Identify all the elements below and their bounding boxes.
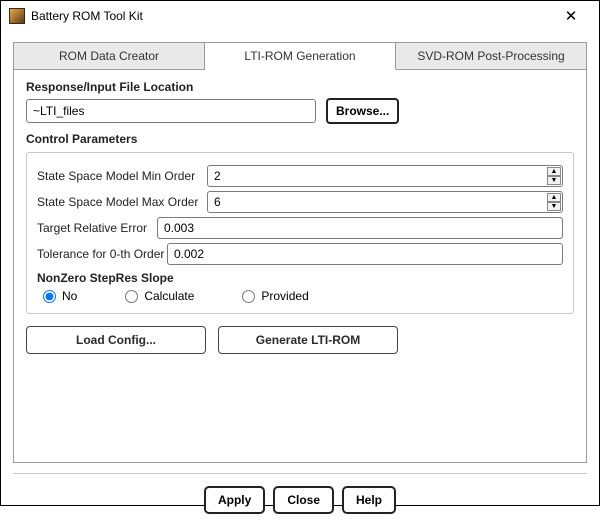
radio-no[interactable]: No [43, 289, 77, 303]
footer: Apply Close Help [1, 474, 599, 526]
tol-0th-label: Tolerance for 0-th Order [37, 247, 167, 261]
tab-rom-data-creator[interactable]: ROM Data Creator [13, 42, 205, 70]
radio-provided[interactable]: Provided [242, 289, 308, 303]
min-order-input[interactable] [207, 165, 563, 187]
max-order-input[interactable] [207, 191, 563, 213]
target-rel-err-input[interactable] [157, 217, 563, 239]
radio-provided-input[interactable] [242, 290, 255, 303]
radio-calculate-input[interactable] [125, 290, 138, 303]
titlebar: Battery ROM Tool Kit ✕ [1, 1, 599, 31]
nonzero-title: NonZero StepRes Slope [37, 271, 563, 285]
target-rel-err-label: Target Relative Error [37, 221, 157, 235]
tab-lti-rom-generation[interactable]: LTI-ROM Generation [205, 42, 396, 70]
min-order-down-icon[interactable]: ▼ [547, 176, 561, 185]
radio-no-label: No [62, 289, 77, 303]
tab-svd-rom-post-processing[interactable]: SVD-ROM Post-Processing [396, 42, 587, 70]
radio-calculate-label: Calculate [144, 289, 194, 303]
help-button[interactable]: Help [342, 486, 396, 514]
apply-button[interactable]: Apply [204, 486, 265, 514]
load-config-button[interactable]: Load Config... [26, 326, 206, 354]
file-path-input[interactable] [26, 99, 316, 123]
max-order-down-icon[interactable]: ▼ [547, 202, 561, 211]
close-icon[interactable]: ✕ [551, 2, 591, 30]
browse-button[interactable]: Browse... [326, 98, 399, 124]
generate-lti-rom-button[interactable]: Generate LTI-ROM [218, 326, 398, 354]
close-button[interactable]: Close [273, 486, 334, 514]
tab-strip: ROM Data Creator LTI-ROM Generation SVD-… [13, 41, 587, 69]
tol-0th-input[interactable] [167, 243, 563, 265]
tab-panel: Response/Input File Location Browse... C… [13, 69, 587, 463]
control-params-group: State Space Model Min Order ▲ ▼ State Sp… [26, 152, 574, 314]
control-params-title: Control Parameters [26, 132, 574, 146]
nonzero-radio-group: No Calculate Provided [37, 285, 563, 303]
file-location-title: Response/Input File Location [26, 80, 574, 94]
max-order-up-icon[interactable]: ▲ [547, 193, 561, 202]
app-icon [9, 8, 25, 24]
min-order-up-icon[interactable]: ▲ [547, 167, 561, 176]
radio-provided-label: Provided [261, 289, 308, 303]
window-title: Battery ROM Tool Kit [31, 9, 551, 23]
radio-calculate[interactable]: Calculate [125, 289, 194, 303]
min-order-label: State Space Model Min Order [37, 169, 207, 183]
radio-no-input[interactable] [43, 290, 56, 303]
max-order-label: State Space Model Max Order [37, 195, 207, 209]
